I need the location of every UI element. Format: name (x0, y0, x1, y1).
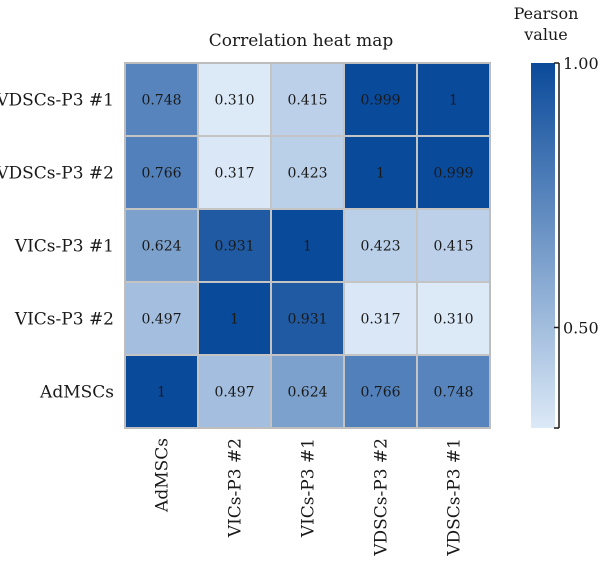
cell-value-label: 0.999 (360, 93, 400, 109)
row-label: VICs-P3 #2 (14, 310, 114, 330)
heatmap-cell (197, 354, 272, 429)
column-label: VDSCs-P3 #1 (445, 438, 465, 557)
column-label: VICs-P3 #1 (299, 438, 319, 538)
heatmap-cell (197, 208, 272, 283)
cell-value-label: 0.748 (433, 385, 473, 401)
cell-value-label: 0.766 (360, 385, 400, 401)
heatmap-cell (270, 135, 345, 210)
cell-value-label: 0.423 (360, 239, 400, 255)
colorbar-title-line: Pearson (514, 4, 579, 23)
heatmap-cells: 0.748 0.310 0.415 0.999 1 0.766 0.317 0.423 1 0.9… (124, 62, 491, 429)
heatmap-cell (270, 281, 345, 356)
chart-title: Correlation heat map (209, 31, 394, 51)
cell-value-label: 0.624 (287, 385, 327, 401)
cell-value-label: 0.766 (141, 166, 181, 182)
row-label: VDSCs-P3 #1 (0, 91, 114, 111)
cell-value-label: 1 (230, 312, 239, 328)
cell-value-label: 0.497 (141, 312, 181, 328)
cell-value-label: 0.931 (214, 239, 254, 255)
cell-value-label: 0.748 (141, 93, 181, 109)
row-labels: VDSCs-P3 #1 VDSCs-P3 #2 VICs-P3 #1 VICs-P3 … (0, 91, 114, 403)
heatmap-frame (124, 62, 491, 429)
colorbar-title-line: value (523, 25, 567, 44)
colorbar-tick-label: 0.50 (563, 318, 599, 337)
cell-value-label: 0.310 (433, 312, 473, 328)
cell-value-label: 0.317 (360, 312, 400, 328)
row-label: AdMSCs (39, 383, 114, 403)
cell-value-label: 0.931 (287, 312, 327, 328)
cell-value-label: 0.423 (287, 166, 327, 182)
heatmap-cell (197, 281, 272, 356)
column-label: AdMSCs (153, 438, 173, 513)
cell-value-label: 0.415 (433, 239, 473, 255)
colorbar: Pearson value 1.00 0.50 (514, 4, 599, 429)
row-label: VDSCs-P3 #2 (0, 164, 114, 184)
cell-value-label: 0.624 (141, 239, 181, 255)
heatmap-cell (270, 354, 345, 429)
heatmap-cell (197, 62, 272, 137)
cell-value-label: 0.497 (214, 385, 254, 401)
cell-value-label: 0.317 (214, 166, 254, 182)
heatmap-cell (343, 208, 418, 283)
cell-value-label: 1 (376, 166, 385, 182)
heatmap-cell (416, 135, 491, 210)
cell-value-label: 1 (303, 239, 312, 255)
cell-value-label: 0.310 (214, 93, 254, 109)
heatmap-cell (416, 281, 491, 356)
cell-value-label: 0.999 (433, 166, 473, 182)
column-label: VDSCs-P3 #2 (372, 438, 392, 557)
row-label: VICs-P3 #1 (14, 237, 114, 257)
column-label: VICs-P3 #2 (226, 438, 246, 538)
heatmap-cell (343, 281, 418, 356)
colorbar-gradient (531, 63, 555, 428)
cell-value-label: 1 (449, 93, 458, 109)
column-labels: AdMSCs VICs-P3 #2 VICs-P3 #1 VDSCs-P3 #2 VDS… (153, 438, 465, 557)
colorbar-tick-label: 1.00 (563, 54, 599, 73)
heatmap-cell (124, 354, 199, 429)
cell-value-label: 0.415 (287, 93, 327, 109)
cell-value-label: 1 (157, 385, 166, 401)
